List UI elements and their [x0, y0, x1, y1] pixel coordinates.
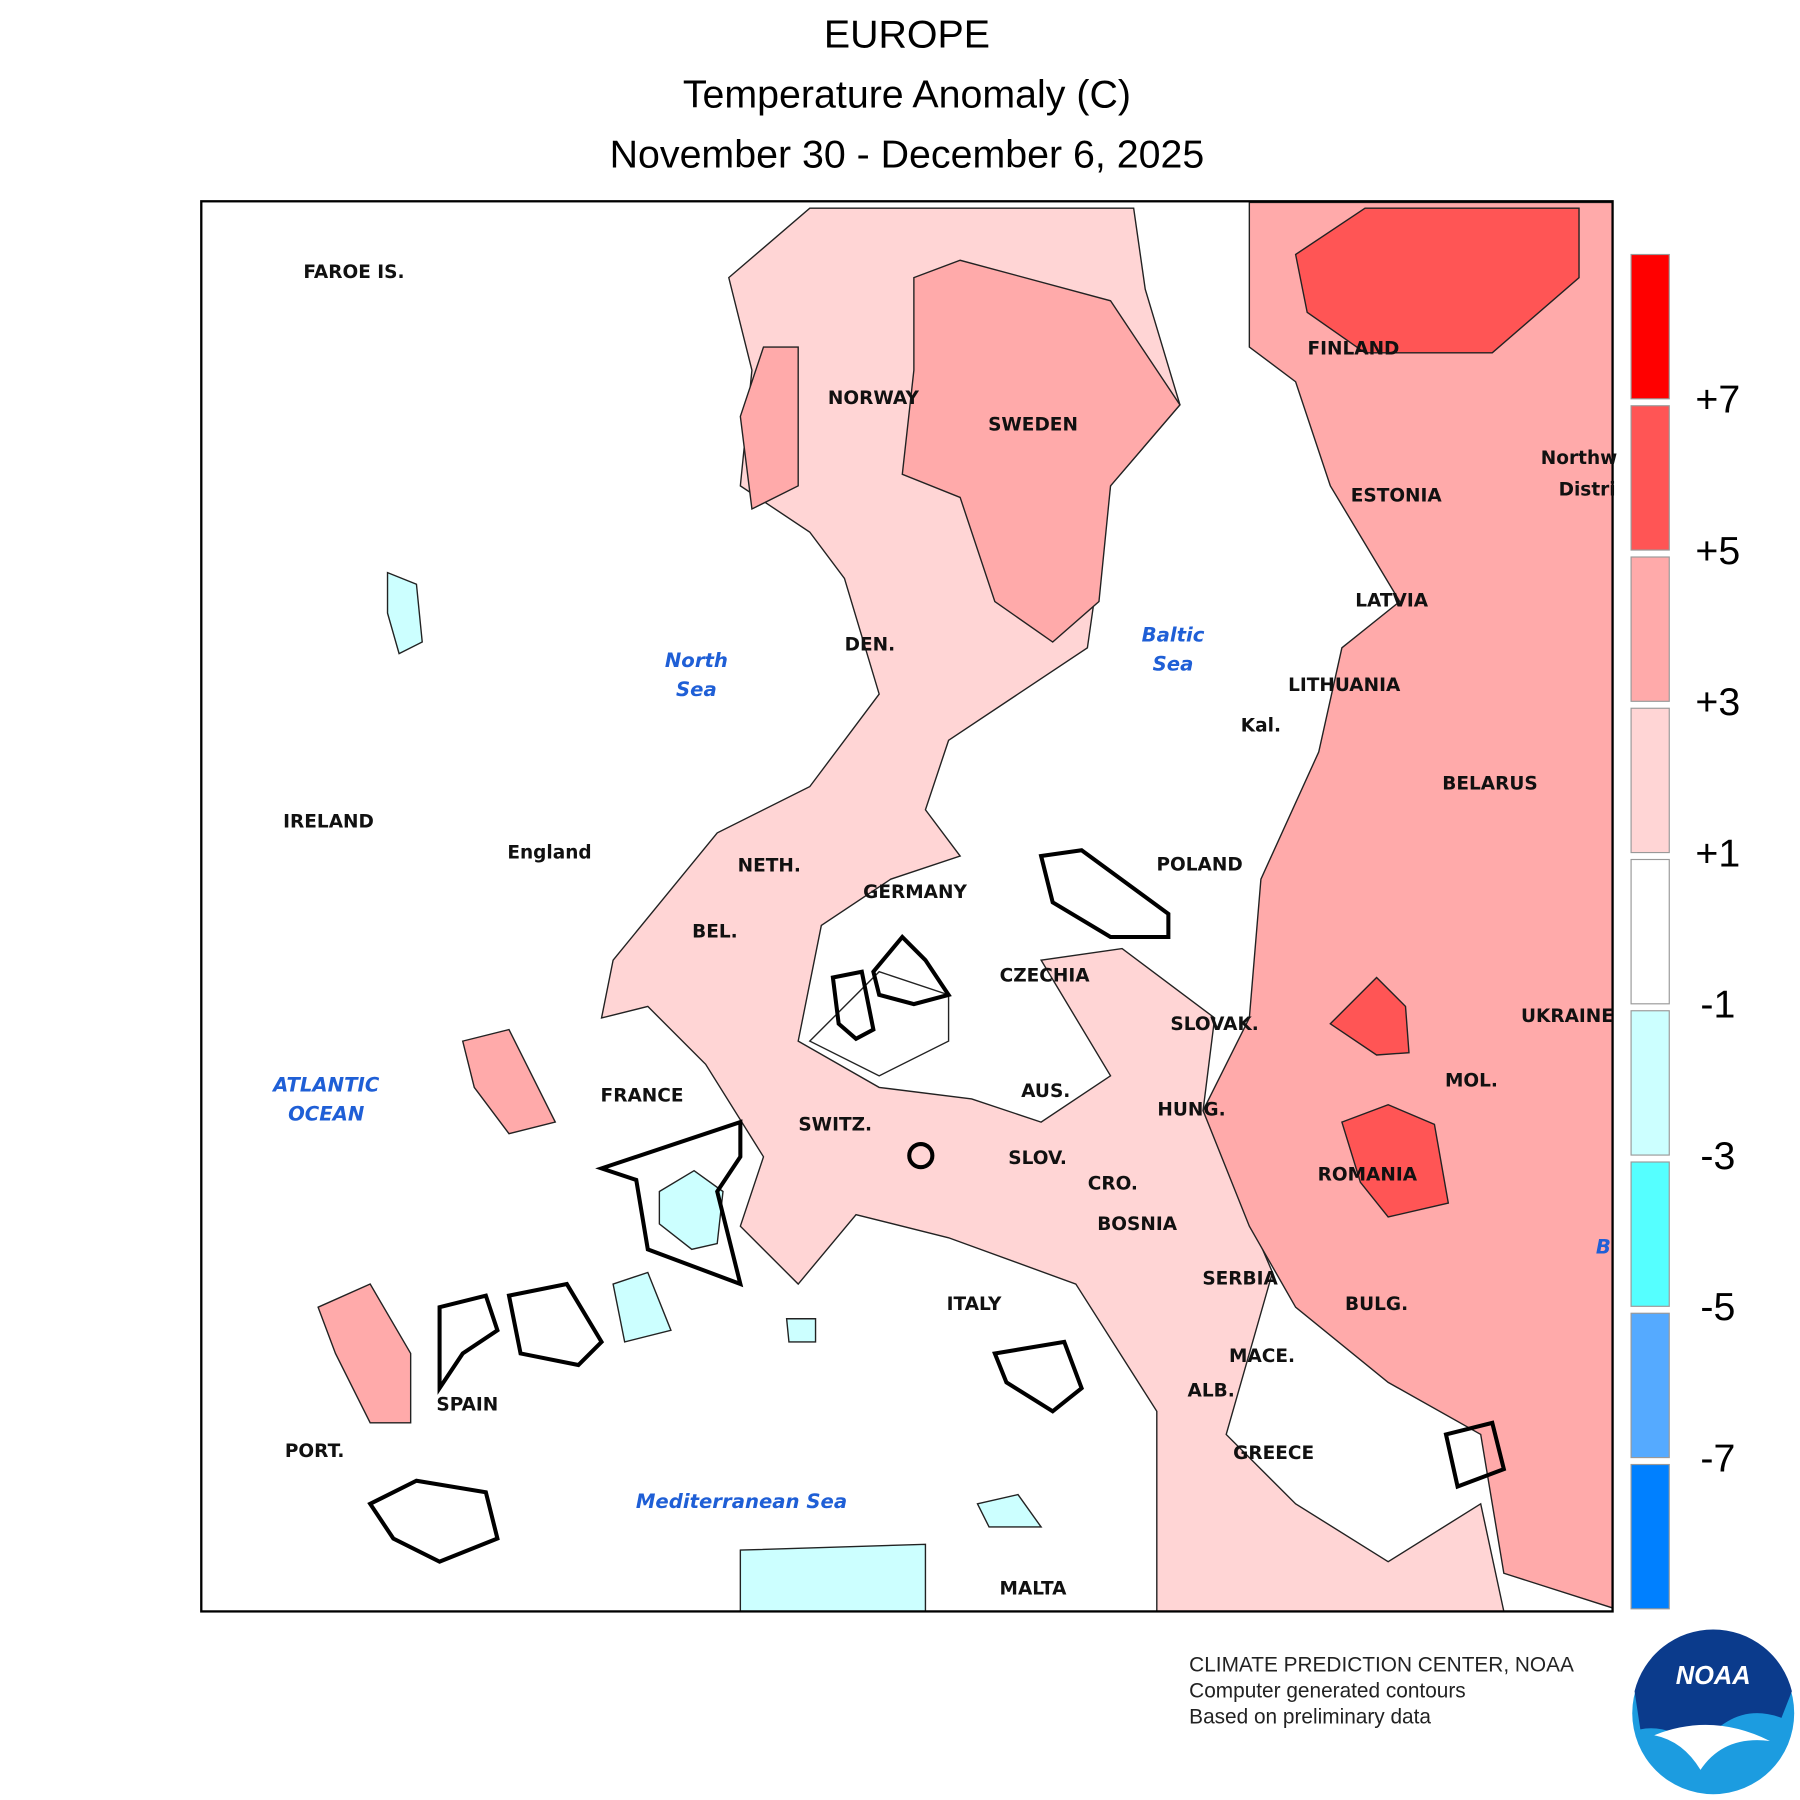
- colorbar-tick-label: +1: [1695, 831, 1740, 875]
- country-label: BOSNIA: [1097, 1214, 1178, 1235]
- colorbar-box: [1630, 253, 1670, 400]
- colorbar-tick-label: -5: [1700, 1285, 1735, 1329]
- sea-label: B: [1596, 1236, 1611, 1259]
- colorbar-tick-label: -7: [1700, 1436, 1735, 1480]
- country-label: MALTA: [1000, 1578, 1068, 1599]
- sea-label: North: [665, 649, 728, 672]
- country-label: GREECE: [1233, 1443, 1314, 1464]
- map-frame: [200, 200, 1614, 1613]
- colorbar-tick-label: +5: [1695, 529, 1740, 573]
- country-label: NETH.: [738, 855, 801, 876]
- country-label: BELARUS: [1442, 773, 1537, 794]
- country-label: ALB.: [1188, 1381, 1235, 1402]
- country-label: SERBIA: [1202, 1268, 1278, 1289]
- colorbar-box: [1630, 1463, 1670, 1610]
- country-label: POLAND: [1156, 854, 1242, 875]
- footer-line: Based on preliminary data: [1189, 1705, 1431, 1728]
- country-label: Northw: [1541, 448, 1617, 469]
- country-label: LITHUANIA: [1288, 675, 1401, 696]
- country-label: UKRAINE: [1521, 1006, 1614, 1027]
- country-label: SPAIN: [436, 1395, 498, 1416]
- country-label: CZECHIA: [1000, 965, 1091, 986]
- country-label: PORT.: [285, 1441, 345, 1462]
- country-label: NORWAY: [828, 388, 920, 409]
- colorbar-tick-label: -1: [1700, 983, 1735, 1027]
- country-label: BULG.: [1345, 1294, 1408, 1315]
- sea-label: Sea: [676, 678, 717, 701]
- noaa-logo: NOAA: [1632, 1629, 1795, 1795]
- colorbar-box: [1630, 1161, 1670, 1307]
- colorbar-tick-label: -3: [1700, 1134, 1735, 1178]
- country-label: FINLAND: [1307, 338, 1399, 359]
- colorbar-box: [1630, 707, 1670, 854]
- footer-line: CLIMATE PREDICTION CENTER, NOAA: [1189, 1653, 1574, 1676]
- country-label: HUNG.: [1157, 1100, 1225, 1121]
- country-label: SLOV.: [1008, 1148, 1067, 1169]
- colorbar-tick-label: +3: [1695, 680, 1740, 724]
- colorbar-tick-label: +7: [1695, 378, 1740, 422]
- sea-label: Baltic: [1142, 624, 1205, 647]
- colorbar-box: [1630, 556, 1670, 702]
- sea-label: ATLANTIC: [271, 1074, 380, 1097]
- country-label: CRO.: [1088, 1174, 1138, 1195]
- title: EUROPE: [824, 12, 990, 56]
- colorbar-box: [1630, 405, 1670, 551]
- country-label: IRELAND: [283, 811, 374, 832]
- country-label: England: [507, 843, 591, 864]
- country-label: ROMANIA: [1318, 1164, 1418, 1185]
- country-label: DEN.: [845, 634, 896, 655]
- country-label: ITALY: [947, 1294, 1002, 1315]
- country-label: LATVIA: [1355, 591, 1428, 612]
- sea-label: OCEAN: [288, 1103, 365, 1126]
- country-label: GERMANY: [863, 882, 967, 903]
- colorbar-box: [1630, 1312, 1670, 1459]
- country-label: MACE.: [1229, 1346, 1295, 1367]
- country-label: SLOVAK.: [1170, 1014, 1258, 1035]
- country-label: SWEDEN: [988, 415, 1078, 436]
- logo-text: NOAA: [1676, 1662, 1751, 1690]
- country-label: MOL.: [1445, 1071, 1498, 1092]
- country-label: AUS.: [1021, 1081, 1070, 1102]
- subtitle: Temperature Anomaly (C): [683, 73, 1131, 117]
- map-shading: [201, 201, 1613, 1612]
- colorbar-box: [1630, 858, 1670, 1005]
- country-label: FAROE IS.: [303, 262, 404, 283]
- sea-label: Mediterranean Sea: [636, 1490, 847, 1513]
- country-label: FRANCE: [601, 1086, 684, 1107]
- date-range: November 30 - December 6, 2025: [610, 133, 1205, 177]
- country-label: Kal.: [1241, 715, 1281, 736]
- country-label: SWITZ.: [798, 1115, 872, 1136]
- country-label: BEL.: [692, 921, 738, 942]
- colorbar-box: [1630, 1010, 1670, 1156]
- footer-line: Computer generated contours: [1189, 1679, 1466, 1702]
- country-label: ESTONIA: [1351, 485, 1443, 506]
- sea-label: Sea: [1153, 653, 1194, 676]
- country-label: Distri: [1559, 479, 1616, 500]
